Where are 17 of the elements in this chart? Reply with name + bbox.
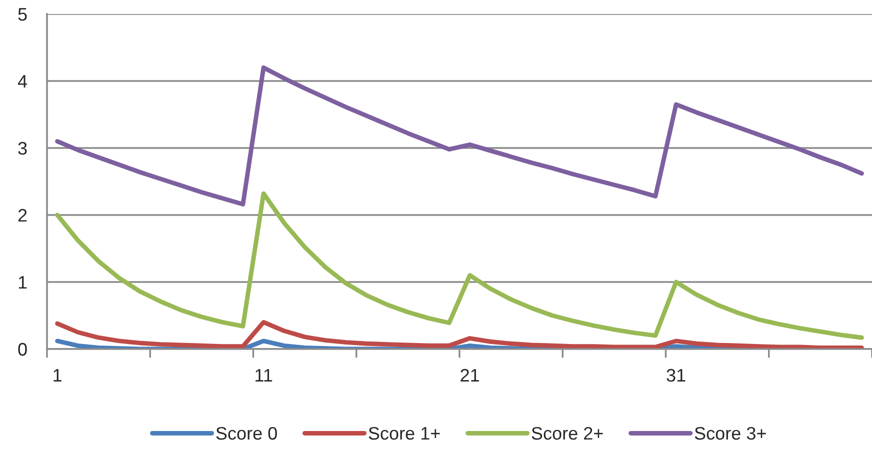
x-tick-label: 21 xyxy=(460,368,479,382)
x-tick-label: 11 xyxy=(256,369,272,382)
y-tick-label: 0 xyxy=(18,342,27,356)
x-tick-label: 1 xyxy=(54,369,62,382)
line-series xyxy=(55,320,864,349)
line-series xyxy=(55,191,864,340)
y-tick-label: 3 xyxy=(18,142,27,155)
y-tick-label: 5 xyxy=(18,8,27,21)
line-series xyxy=(55,65,864,207)
legend-label: Score 1+ xyxy=(368,426,440,440)
legend-label: Score 0 xyxy=(216,426,277,440)
y-tick-label: 2 xyxy=(18,208,27,222)
y-tick-label: 4 xyxy=(18,75,28,88)
y-tick-label: 1 xyxy=(18,276,27,289)
x-tick-label: 31 xyxy=(666,368,686,382)
legend-label: Score 2+ xyxy=(532,426,603,440)
legend-label: Score 3+ xyxy=(694,426,766,440)
